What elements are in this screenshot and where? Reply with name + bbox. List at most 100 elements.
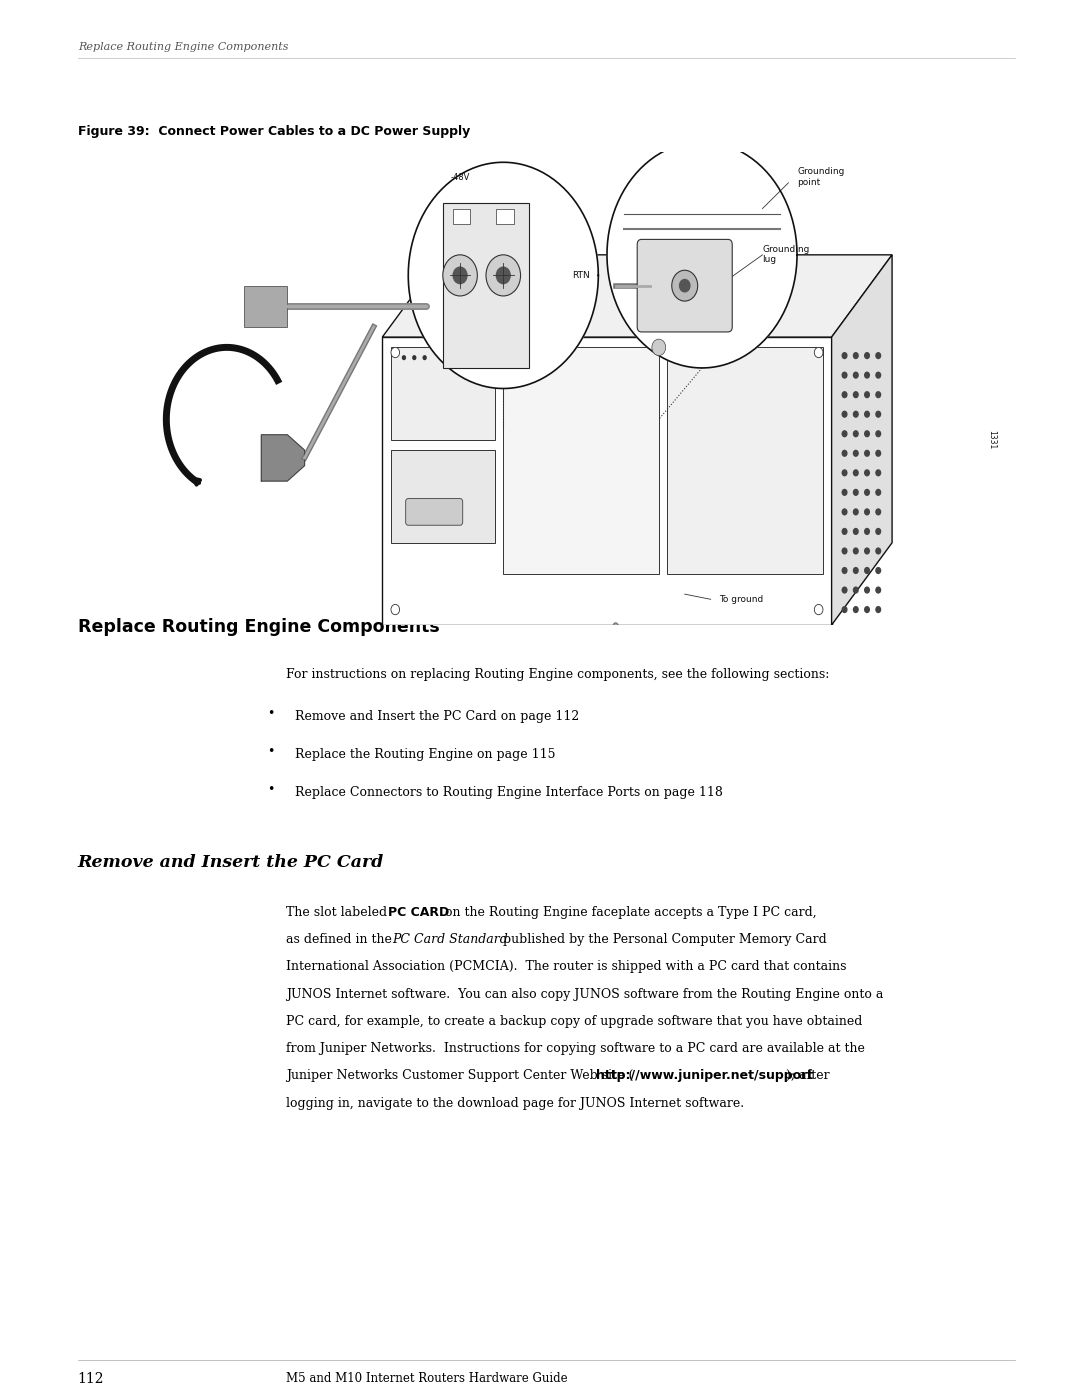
Circle shape (864, 411, 870, 418)
Text: RTN: RTN (572, 271, 590, 279)
Circle shape (841, 352, 848, 359)
Polygon shape (832, 254, 892, 624)
Circle shape (853, 469, 859, 476)
Circle shape (853, 391, 859, 398)
Circle shape (864, 548, 870, 555)
Circle shape (853, 372, 859, 379)
Circle shape (391, 348, 400, 358)
Text: 112: 112 (78, 1372, 105, 1386)
Text: as defined in the: as defined in the (286, 933, 396, 946)
Circle shape (864, 528, 870, 535)
Circle shape (841, 606, 848, 613)
Circle shape (864, 489, 870, 496)
Circle shape (875, 548, 881, 555)
Text: The slot labeled: The slot labeled (286, 907, 391, 919)
Bar (391, 348, 495, 440)
Circle shape (875, 489, 881, 496)
Text: International Association (PCMCIA).  The router is shipped with a PC card that c: International Association (PCMCIA). The … (286, 961, 847, 974)
Bar (667, 348, 823, 574)
Text: 1331: 1331 (987, 430, 996, 450)
Circle shape (853, 587, 859, 594)
Text: http://www.juniper.net/support: http://www.juniper.net/support (596, 1070, 813, 1083)
Text: For instructions on replacing Routing Engine components, see the following secti: For instructions on replacing Routing En… (286, 668, 829, 680)
Circle shape (679, 279, 690, 292)
Text: JUNOS Internet software.  You can also copy JUNOS software from the Routing Engi: JUNOS Internet software. You can also co… (286, 988, 883, 1000)
Circle shape (841, 567, 848, 574)
Polygon shape (408, 162, 598, 388)
Circle shape (443, 254, 477, 296)
Bar (497, 208, 514, 224)
Circle shape (864, 391, 870, 398)
Polygon shape (261, 434, 305, 481)
Circle shape (864, 450, 870, 457)
Text: Replace Routing Engine Components: Replace Routing Engine Components (78, 42, 288, 52)
Text: on the Routing Engine faceplate accepts a Type I PC card,: on the Routing Engine faceplate accepts … (441, 907, 816, 919)
Polygon shape (607, 141, 797, 367)
Bar (503, 348, 659, 574)
Circle shape (875, 587, 881, 594)
Bar (391, 450, 495, 543)
Text: PC card, for example, to create a backup copy of upgrade software that you have : PC card, for example, to create a backup… (286, 1016, 863, 1028)
Circle shape (875, 528, 881, 535)
Circle shape (853, 606, 859, 613)
Circle shape (875, 391, 881, 398)
Text: •: • (267, 784, 274, 796)
Circle shape (875, 567, 881, 574)
Circle shape (454, 267, 467, 284)
Text: PC Card Standard: PC Card Standard (392, 933, 508, 946)
Circle shape (875, 352, 881, 359)
Circle shape (853, 411, 859, 418)
Circle shape (841, 372, 848, 379)
Circle shape (497, 267, 510, 284)
Bar (454, 208, 471, 224)
Circle shape (853, 509, 859, 515)
Circle shape (814, 605, 823, 615)
Text: -48V: -48V (450, 173, 470, 182)
Circle shape (853, 430, 859, 437)
Circle shape (672, 270, 698, 302)
Text: from Juniper Networks.  Instructions for copying software to a PC card are avail: from Juniper Networks. Instructions for … (286, 1042, 865, 1055)
Circle shape (841, 528, 848, 535)
FancyBboxPatch shape (406, 499, 462, 525)
Circle shape (422, 355, 427, 360)
Circle shape (864, 352, 870, 359)
Text: To ground: To ground (719, 595, 764, 604)
Circle shape (841, 587, 848, 594)
Text: Replace Connectors to Routing Engine Interface Ports on page 118: Replace Connectors to Routing Engine Int… (295, 787, 723, 799)
Circle shape (841, 430, 848, 437)
Text: Juniper Networks Customer Support Center Web site (: Juniper Networks Customer Support Center… (286, 1070, 634, 1083)
Circle shape (875, 450, 881, 457)
Text: Grounding
lug: Grounding lug (762, 244, 810, 264)
Circle shape (841, 450, 848, 457)
Circle shape (841, 548, 848, 555)
Circle shape (864, 567, 870, 574)
Circle shape (875, 606, 881, 613)
Circle shape (841, 469, 848, 476)
Text: Replace the Routing Engine on page 115: Replace the Routing Engine on page 115 (295, 747, 555, 761)
Circle shape (875, 411, 881, 418)
Circle shape (853, 548, 859, 555)
Text: PC CARD: PC CARD (388, 907, 449, 919)
Circle shape (841, 391, 848, 398)
Circle shape (413, 355, 417, 360)
Text: •: • (267, 745, 274, 759)
Text: •: • (267, 707, 274, 721)
Circle shape (875, 372, 881, 379)
Text: Remove and Insert the PC Card: Remove and Insert the PC Card (78, 854, 384, 870)
Text: Figure 39:  Connect Power Cables to a DC Power Supply: Figure 39: Connect Power Cables to a DC … (78, 124, 470, 138)
Text: Grounding
point: Grounding point (797, 168, 845, 187)
Text: Remove and Insert the PC Card on page 112: Remove and Insert the PC Card on page 11… (295, 710, 579, 724)
Circle shape (864, 606, 870, 613)
Text: M5 and M10 Internet Routers Hardware Guide: M5 and M10 Internet Routers Hardware Gui… (286, 1372, 568, 1384)
Circle shape (864, 430, 870, 437)
Circle shape (864, 509, 870, 515)
Circle shape (841, 489, 848, 496)
Circle shape (875, 430, 881, 437)
Circle shape (853, 567, 859, 574)
Circle shape (841, 411, 848, 418)
Bar (382, 337, 832, 624)
Circle shape (853, 489, 859, 496)
Text: ); after: ); after (786, 1070, 829, 1083)
Circle shape (875, 509, 881, 515)
Circle shape (853, 450, 859, 457)
